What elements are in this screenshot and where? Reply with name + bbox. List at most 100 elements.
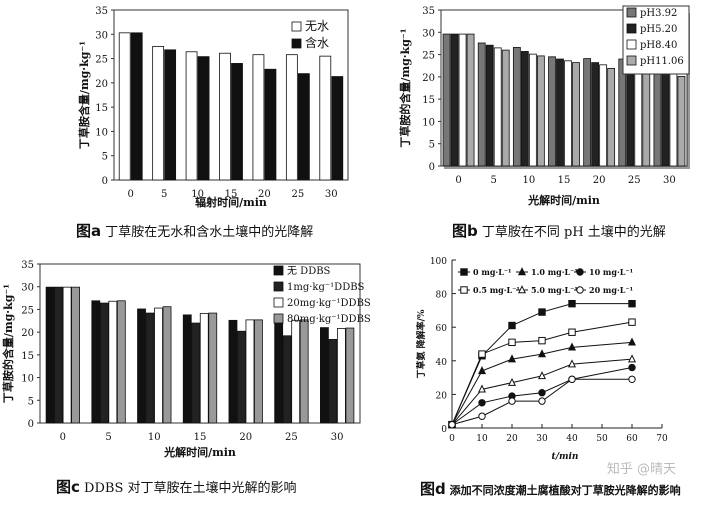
chart-d-svg: 0 20 40 60 80 100 0 10 20 30 40 50 60 70 0 mg·L⁻¹ 1.0 m… [415, 257, 668, 462]
chart-panel-d: 0 20 40 60 80 100 0 10 20 30 40 50 60 70 0 mg·L⁻¹ 1.0 m… [400, 250, 702, 501]
chart-a-bar-0-0 [118, 32, 131, 181]
chart-d-xtick-label-5: 50 [596, 434, 608, 444]
chart-c-bar-1-6 [328, 339, 338, 424]
chart-c-bar-1-1 [99, 302, 109, 424]
chart-a-bar-1-2 [197, 56, 210, 181]
chart-a-legend-label-1: 含水 [305, 35, 329, 50]
chart-c-bar-2-4 [245, 319, 255, 424]
chart-b-bar-0-4 [583, 58, 592, 167]
chart-a-bar-0-5 [285, 54, 298, 181]
chart-a-bar-1-1 [164, 49, 177, 181]
chart-b-bar-1-4 [591, 62, 600, 167]
chart-b-bar-1-6 [661, 65, 670, 167]
chart-d-point-3-5 [628, 318, 636, 326]
chart-d-point-5-0 [448, 420, 456, 429]
chart-c-bar-1-4 [237, 330, 246, 424]
chart-d-legend-marker-1 [517, 267, 527, 276]
chart-b-xtick-label-1: 5 [491, 175, 497, 186]
chart-c-xtick-label-4: 20 [239, 432, 252, 443]
chart-c-svg: 0 5 10 15 20 25 30 35 0 5 10 15 20 25 30 光解时间/min 丁草胺的含量… [1, 260, 371, 459]
chart-b-ytick-label-0: 0 [429, 162, 435, 173]
chart-a-bar-1-6 [331, 76, 344, 181]
chart-d-point-4-4 [567, 359, 577, 368]
chart-c-legend-label-2: 20mg·kg⁻¹DDBS [287, 298, 371, 309]
chart-c-bar-2-1 [108, 300, 118, 424]
chart-a-legend-swatch-1 [291, 38, 302, 49]
chart-b-bar-3-3 [572, 62, 580, 167]
chart-c-bar-3-2 [162, 306, 172, 424]
chart-b-bar-0-5 [618, 58, 627, 167]
chart-d-point-1-1 [477, 366, 487, 375]
chart-d-xlabel: t/min [552, 452, 579, 462]
chart-d-xtick-label-6: 60 [626, 434, 638, 444]
chart-d-point-4-2 [507, 377, 517, 386]
chart-a-xtick-label-3: 15 [225, 189, 238, 200]
chart-d-series-line-4 [451, 358, 633, 425]
chart-b-bar-3-0 [466, 33, 475, 167]
chart-d-legend-marker-4 [517, 285, 527, 294]
chart-c-xtick-label-1: 5 [105, 432, 111, 443]
chart-b-bar-3-5 [642, 72, 651, 167]
chart-a-xlabel: 辐射时间/min [195, 195, 267, 209]
chart-d-legend-label-4: 5.0 mg·L⁻¹ [531, 285, 578, 295]
chart-panel-a: 0 5 10 15 20 25 30 35 0 5 10 15 20 25 30 辐射时间/min 丁草胺含量/… [0, 0, 351, 250]
chart-c-legend-label-1: 1mg·kg⁻¹DDBS [287, 282, 365, 293]
caption-b-text: 丁草胺在不同 pH 土壤中的光解 [477, 225, 666, 240]
caption-a-text: 丁草胺在无水和含水土壤中的光降解 [101, 225, 314, 240]
chart-d-point-0-5 [628, 299, 636, 308]
chart-d-series-line-5 [451, 378, 632, 426]
chart-b-bar-0-1 [477, 42, 486, 167]
chart-d-point-1-2 [507, 354, 517, 363]
chart-d-legend-label-5: 20 mg·L⁻¹ [589, 285, 633, 295]
chart-b-bar-2-5 [634, 67, 643, 167]
chart-d-ytick-label-5: 100 [430, 257, 447, 267]
chart-d-legend-marker-2 [576, 268, 584, 276]
chart-d-point-5-2 [508, 397, 516, 405]
chart-b-bar-3-1 [501, 49, 510, 167]
chart-c-bar-2-6 [336, 328, 346, 424]
chart-a-legend-label-0: 无水 [305, 19, 329, 33]
chart-d-point-0-4 [568, 299, 576, 308]
chart-b-ytick-label-7: 35 [422, 6, 435, 17]
chart-d-point-0-3 [538, 308, 546, 316]
chart-b-legend-label-0: pH3.92 [640, 8, 677, 19]
caption-d-text: 添加不同浓度潮土腐植酸对丁草胺光降解的影响 [445, 484, 681, 497]
chart-d-legend-label-2: 10 mg·L⁻¹ [589, 267, 633, 277]
chart-a-xtick-label-5: 25 [291, 189, 304, 200]
chart-c-bar-0-0 [45, 286, 55, 424]
caption-b: 图b 丁草胺在不同 pH 土壤中的光解 [452, 220, 666, 241]
chart-c-xtick-label-5: 25 [285, 432, 298, 443]
chart-c-ytick-label-4: 20 [21, 328, 34, 339]
chart-d-xtick-label-0: 0 [449, 434, 455, 444]
chart-c-ylabel: 丁草胺的含量/mg·kg⁻¹ [1, 284, 15, 403]
chart-a-bar-0-4 [252, 54, 265, 181]
chart-c-legend-swatch-3 [273, 313, 284, 324]
chart-d-point-2-5 [628, 363, 636, 372]
chart-b-bar-2-2 [528, 53, 537, 167]
chart-b-ylabel: 丁草胺的含量/mg·kg⁻¹ [398, 28, 412, 147]
chart-a-bar-1-0 [130, 32, 143, 181]
chart-b-bar-1-1 [485, 44, 494, 167]
chart-a-xtick-label-6: 30 [325, 189, 338, 200]
chart-d-ytick-label-2: 40 [436, 358, 448, 368]
chart-d-point-4-3 [537, 371, 547, 380]
chart-d-point-5-5 [628, 375, 636, 383]
chart-b-bar-0-2 [512, 47, 521, 167]
chart-d-xtick-label-2: 20 [506, 434, 518, 444]
chart-c-bar-0-4 [228, 319, 238, 424]
chart-a-svg: 0 5 10 15 20 25 30 35 0 5 10 15 20 25 30 辐射时间/min 丁草胺含量/… [77, 6, 349, 209]
chart-b-xtick-label-3: 15 [558, 175, 571, 186]
chart-a-ytick-label-4: 20 [95, 79, 108, 90]
chart-b-xlabel: 光解时间/min [527, 193, 600, 207]
chart-c-bar-3-3 [208, 312, 218, 424]
chart-d-point-4-5 [627, 354, 637, 363]
caption-a: 图a 丁草胺在无水和含水土壤中的光降解 [76, 220, 313, 241]
chart-c-legend-label-3: 80mg·kg⁻¹DDBS [287, 314, 371, 325]
chart-a-xtick-label-1: 5 [161, 189, 167, 200]
chart-b-bar-0-0 [442, 33, 451, 167]
chart-b-bar-2-6 [669, 69, 678, 167]
chart-c-bar-0-5 [274, 320, 284, 424]
chart-d-ytick-label-0: 0 [441, 425, 447, 435]
caption-c: 图c DDBS 对丁草胺在土壤中光解的影响 [56, 476, 296, 497]
chart-d-point-5-1 [478, 412, 486, 420]
